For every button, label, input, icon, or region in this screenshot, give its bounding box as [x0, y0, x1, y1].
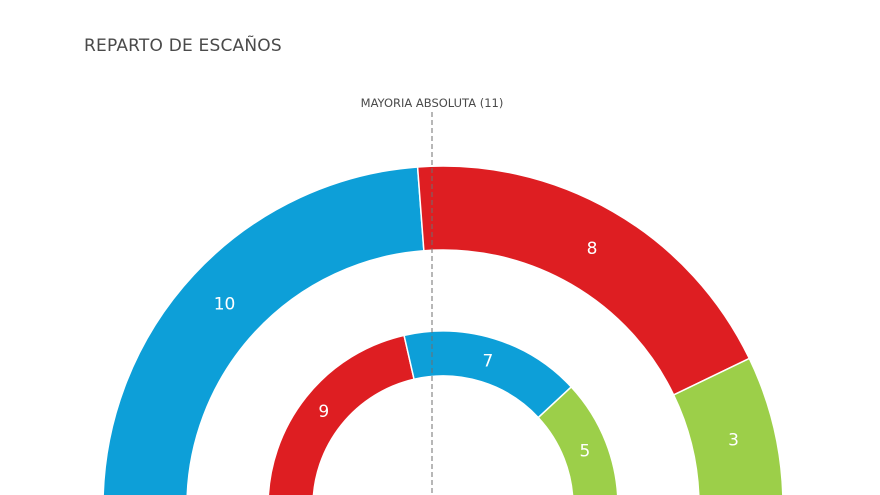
outer-ring-segment-3 [672, 357, 784, 495]
inner-ring-seat-label-2: 7 [483, 351, 494, 371]
inner-ring-seat-label-1: 9 [318, 402, 329, 422]
outer-ring-seat-label-3: 3 [728, 431, 739, 451]
inner-ring-segment-2 [403, 330, 573, 419]
inner-ring-segment-1 [267, 334, 415, 495]
outer-ring-seat-label-2: 8 [587, 239, 598, 259]
inner-ring-segment-3 [537, 385, 619, 495]
outer-ring-seat-label-1: 10 [214, 294, 236, 314]
seat-labels-group: 10 8 3 9 7 5 [214, 239, 739, 461]
outer-ring-segment-1 [102, 166, 425, 495]
inner-ring-seat-label-3: 5 [580, 441, 591, 461]
chart-title: REPARTO DE ESCAÑOS [84, 36, 282, 56]
majority-label: MAYORIA ABSOLUTA (11) [361, 96, 504, 110]
rings-group [102, 165, 784, 495]
